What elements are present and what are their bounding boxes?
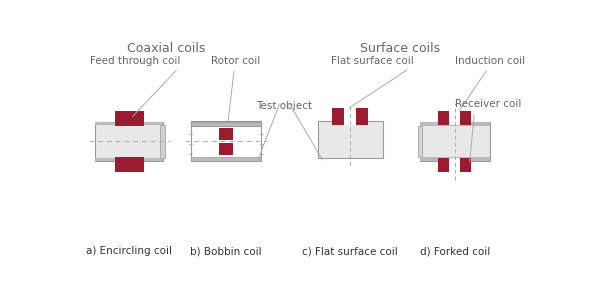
Text: b) Bobbin coil: b) Bobbin coil bbox=[190, 246, 262, 256]
Bar bbox=[191, 122, 261, 126]
Bar bbox=[115, 111, 144, 126]
Text: Flat surface coil: Flat surface coil bbox=[331, 56, 413, 108]
Bar bbox=[219, 128, 233, 140]
Bar bbox=[95, 122, 163, 124]
Bar bbox=[449, 112, 460, 125]
Text: Coaxial coils: Coaxial coils bbox=[127, 42, 206, 55]
Bar bbox=[460, 158, 471, 172]
Text: Feed through coil: Feed through coil bbox=[91, 56, 181, 116]
Bar bbox=[191, 122, 261, 161]
Bar bbox=[420, 157, 490, 161]
Bar bbox=[115, 157, 144, 172]
Bar bbox=[439, 112, 449, 125]
Bar bbox=[95, 158, 163, 161]
Bar bbox=[439, 158, 449, 172]
Bar bbox=[420, 122, 490, 161]
Text: Surface coils: Surface coils bbox=[361, 42, 440, 55]
Bar bbox=[191, 157, 261, 161]
Text: d) Forked coil: d) Forked coil bbox=[419, 246, 490, 256]
Text: a) Encircling coil: a) Encircling coil bbox=[86, 246, 172, 256]
Text: c) Flat surface coil: c) Flat surface coil bbox=[302, 246, 398, 256]
Text: Rotor coil: Rotor coil bbox=[211, 56, 260, 122]
Bar bbox=[317, 122, 383, 158]
Text: Test object: Test object bbox=[256, 101, 312, 111]
Bar bbox=[418, 126, 422, 157]
Bar bbox=[449, 158, 460, 172]
Bar bbox=[160, 125, 165, 158]
Bar bbox=[420, 122, 490, 126]
Bar bbox=[460, 112, 471, 125]
Text: Receiver coil: Receiver coil bbox=[455, 99, 521, 162]
Bar bbox=[191, 122, 261, 126]
Bar bbox=[332, 108, 344, 125]
Bar bbox=[218, 126, 234, 157]
Text: Induction coil: Induction coil bbox=[455, 56, 525, 111]
Bar bbox=[219, 143, 233, 155]
Bar bbox=[344, 108, 356, 125]
Bar bbox=[95, 122, 163, 161]
Bar bbox=[356, 108, 368, 125]
